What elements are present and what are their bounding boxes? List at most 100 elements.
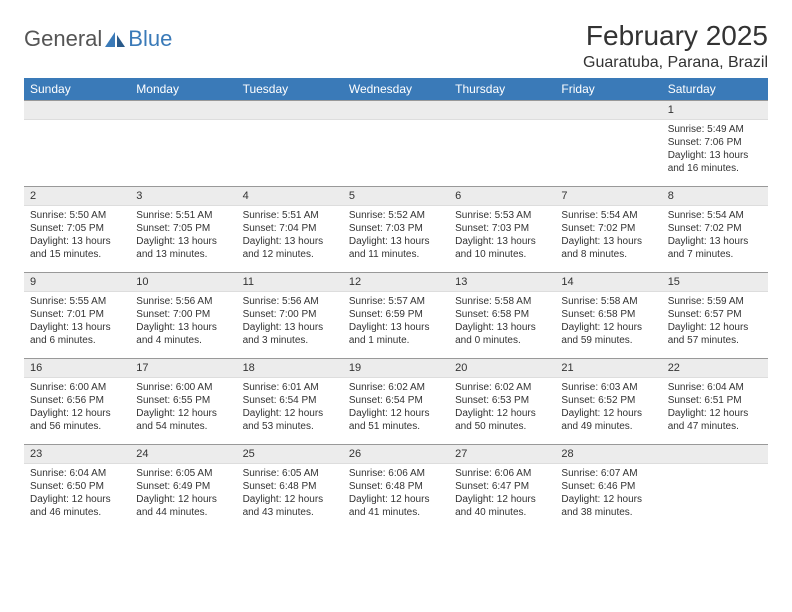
calendar-day-cell: 26Sunrise: 6:06 AMSunset: 6:48 PMDayligh… bbox=[343, 444, 449, 530]
day-details: Sunrise: 6:02 AMSunset: 6:53 PMDaylight:… bbox=[449, 378, 555, 439]
daylight-text: Daylight: 12 hours and 44 minutes. bbox=[136, 493, 230, 519]
day-number: 26 bbox=[343, 445, 449, 463]
day-details: Sunrise: 5:54 AMSunset: 7:02 PMDaylight:… bbox=[555, 206, 661, 267]
calendar-day-cell: 7Sunrise: 5:54 AMSunset: 7:02 PMDaylight… bbox=[555, 186, 661, 272]
day-details: Sunrise: 6:07 AMSunset: 6:46 PMDaylight:… bbox=[555, 464, 661, 525]
sunrise-text: Sunrise: 5:56 AM bbox=[136, 295, 230, 308]
sunrise-text: Sunrise: 5:54 AM bbox=[561, 209, 655, 222]
daylight-text: Daylight: 13 hours and 6 minutes. bbox=[30, 321, 124, 347]
sunset-text: Sunset: 7:03 PM bbox=[349, 222, 443, 235]
sunrise-text: Sunrise: 5:55 AM bbox=[30, 295, 124, 308]
day-details: Sunrise: 6:06 AMSunset: 6:47 PMDaylight:… bbox=[449, 464, 555, 525]
sunrise-text: Sunrise: 6:06 AM bbox=[349, 467, 443, 480]
logo-text-2: Blue bbox=[128, 26, 172, 52]
sunrise-text: Sunrise: 5:59 AM bbox=[668, 295, 762, 308]
weekday-header: Monday bbox=[130, 78, 236, 100]
day-details: Sunrise: 6:01 AMSunset: 6:54 PMDaylight:… bbox=[237, 378, 343, 439]
day-number: 11 bbox=[237, 273, 343, 291]
day-details: Sunrise: 6:06 AMSunset: 6:48 PMDaylight:… bbox=[343, 464, 449, 525]
calendar-day-cell: 14Sunrise: 5:58 AMSunset: 6:58 PMDayligh… bbox=[555, 272, 661, 358]
sunset-text: Sunset: 7:04 PM bbox=[243, 222, 337, 235]
sunset-text: Sunset: 6:59 PM bbox=[349, 308, 443, 321]
day-number: 14 bbox=[555, 273, 661, 291]
day-number: 13 bbox=[449, 273, 555, 291]
day-number: 18 bbox=[237, 359, 343, 377]
sunrise-text: Sunrise: 5:54 AM bbox=[668, 209, 762, 222]
daylight-text: Daylight: 13 hours and 3 minutes. bbox=[243, 321, 337, 347]
day-number: 24 bbox=[130, 445, 236, 463]
daylight-text: Daylight: 12 hours and 41 minutes. bbox=[349, 493, 443, 519]
daylight-text: Daylight: 12 hours and 59 minutes. bbox=[561, 321, 655, 347]
day-details: Sunrise: 6:04 AMSunset: 6:51 PMDaylight:… bbox=[662, 378, 768, 439]
day-number: 16 bbox=[24, 359, 130, 377]
calendar-day-cell bbox=[237, 100, 343, 186]
calendar-table: SundayMondayTuesdayWednesdayThursdayFrid… bbox=[24, 78, 768, 530]
calendar-day-cell: 24Sunrise: 6:05 AMSunset: 6:49 PMDayligh… bbox=[130, 444, 236, 530]
sunset-text: Sunset: 6:51 PM bbox=[668, 394, 762, 407]
calendar-day-cell bbox=[24, 100, 130, 186]
daylight-text: Daylight: 13 hours and 11 minutes. bbox=[349, 235, 443, 261]
calendar-day-cell: 28Sunrise: 6:07 AMSunset: 6:46 PMDayligh… bbox=[555, 444, 661, 530]
sunrise-text: Sunrise: 5:58 AM bbox=[455, 295, 549, 308]
location-text: Guaratuba, Parana, Brazil bbox=[583, 54, 768, 72]
daylight-text: Daylight: 13 hours and 16 minutes. bbox=[668, 149, 762, 175]
calendar-day-cell bbox=[555, 100, 661, 186]
sunrise-text: Sunrise: 5:51 AM bbox=[243, 209, 337, 222]
calendar-day-cell bbox=[130, 100, 236, 186]
day-details: Sunrise: 5:51 AMSunset: 7:04 PMDaylight:… bbox=[237, 206, 343, 267]
weekday-header: Sunday bbox=[24, 78, 130, 100]
daylight-text: Daylight: 13 hours and 7 minutes. bbox=[668, 235, 762, 261]
calendar-day-cell: 23Sunrise: 6:04 AMSunset: 6:50 PMDayligh… bbox=[24, 444, 130, 530]
sunset-text: Sunset: 6:48 PM bbox=[349, 480, 443, 493]
sunset-text: Sunset: 6:57 PM bbox=[668, 308, 762, 321]
sunrise-text: Sunrise: 5:52 AM bbox=[349, 209, 443, 222]
daylight-text: Daylight: 13 hours and 0 minutes. bbox=[455, 321, 549, 347]
day-number: 28 bbox=[555, 445, 661, 463]
day-details: Sunrise: 5:54 AMSunset: 7:02 PMDaylight:… bbox=[662, 206, 768, 267]
calendar-week-row: 16Sunrise: 6:00 AMSunset: 6:56 PMDayligh… bbox=[24, 358, 768, 444]
day-details: Sunrise: 6:05 AMSunset: 6:49 PMDaylight:… bbox=[130, 464, 236, 525]
sunrise-text: Sunrise: 6:01 AM bbox=[243, 381, 337, 394]
sunset-text: Sunset: 6:55 PM bbox=[136, 394, 230, 407]
sunset-text: Sunset: 6:56 PM bbox=[30, 394, 124, 407]
calendar-week-row: 23Sunrise: 6:04 AMSunset: 6:50 PMDayligh… bbox=[24, 444, 768, 530]
day-number: 5 bbox=[343, 187, 449, 205]
daylight-text: Daylight: 13 hours and 15 minutes. bbox=[30, 235, 124, 261]
calendar-day-cell: 2Sunrise: 5:50 AMSunset: 7:05 PMDaylight… bbox=[24, 186, 130, 272]
day-details: Sunrise: 5:56 AMSunset: 7:00 PMDaylight:… bbox=[237, 292, 343, 353]
weekday-header: Wednesday bbox=[343, 78, 449, 100]
sunset-text: Sunset: 6:50 PM bbox=[30, 480, 124, 493]
calendar-day-cell: 20Sunrise: 6:02 AMSunset: 6:53 PMDayligh… bbox=[449, 358, 555, 444]
day-number: 3 bbox=[130, 187, 236, 205]
daylight-text: Daylight: 12 hours and 51 minutes. bbox=[349, 407, 443, 433]
day-details: Sunrise: 5:50 AMSunset: 7:05 PMDaylight:… bbox=[24, 206, 130, 267]
day-number: 2 bbox=[24, 187, 130, 205]
day-number: 23 bbox=[24, 445, 130, 463]
sunrise-text: Sunrise: 6:06 AM bbox=[455, 467, 549, 480]
month-title: February 2025 bbox=[583, 20, 768, 52]
sunrise-text: Sunrise: 6:03 AM bbox=[561, 381, 655, 394]
sunset-text: Sunset: 6:58 PM bbox=[561, 308, 655, 321]
calendar-day-cell: 21Sunrise: 6:03 AMSunset: 6:52 PMDayligh… bbox=[555, 358, 661, 444]
sunset-text: Sunset: 7:00 PM bbox=[136, 308, 230, 321]
calendar-day-cell: 25Sunrise: 6:05 AMSunset: 6:48 PMDayligh… bbox=[237, 444, 343, 530]
daylight-text: Daylight: 13 hours and 4 minutes. bbox=[136, 321, 230, 347]
sunrise-text: Sunrise: 6:04 AM bbox=[668, 381, 762, 394]
weekday-header: Friday bbox=[555, 78, 661, 100]
daylight-text: Daylight: 13 hours and 8 minutes. bbox=[561, 235, 655, 261]
day-number: 15 bbox=[662, 273, 768, 291]
sunset-text: Sunset: 7:02 PM bbox=[668, 222, 762, 235]
calendar-body: 1Sunrise: 5:49 AMSunset: 7:06 PMDaylight… bbox=[24, 100, 768, 530]
calendar-week-row: 2Sunrise: 5:50 AMSunset: 7:05 PMDaylight… bbox=[24, 186, 768, 272]
calendar-day-cell bbox=[449, 100, 555, 186]
day-number: 4 bbox=[237, 187, 343, 205]
daylight-text: Daylight: 13 hours and 12 minutes. bbox=[243, 235, 337, 261]
logo: General Blue bbox=[24, 20, 172, 52]
day-details: Sunrise: 5:51 AMSunset: 7:05 PMDaylight:… bbox=[130, 206, 236, 267]
calendar-day-cell: 11Sunrise: 5:56 AMSunset: 7:00 PMDayligh… bbox=[237, 272, 343, 358]
daylight-text: Daylight: 13 hours and 10 minutes. bbox=[455, 235, 549, 261]
calendar-day-cell: 16Sunrise: 6:00 AMSunset: 6:56 PMDayligh… bbox=[24, 358, 130, 444]
sunset-text: Sunset: 7:03 PM bbox=[455, 222, 549, 235]
calendar-head: SundayMondayTuesdayWednesdayThursdayFrid… bbox=[24, 78, 768, 100]
day-number: 19 bbox=[343, 359, 449, 377]
